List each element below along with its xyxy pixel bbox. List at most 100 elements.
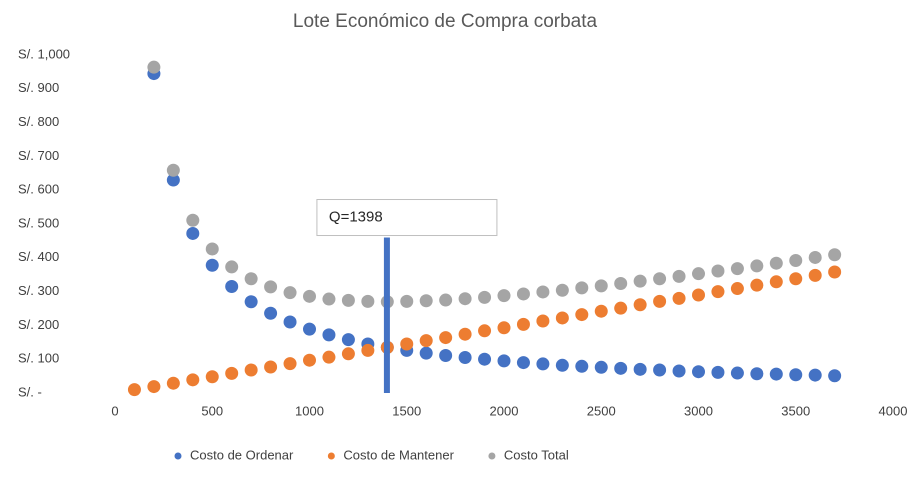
point (497, 289, 511, 303)
point (653, 272, 667, 286)
x-tick-label: 0 (111, 403, 118, 418)
point (828, 265, 842, 279)
point (692, 267, 705, 281)
y-tick-label: S/. - (18, 384, 42, 399)
point (283, 286, 297, 300)
point (166, 173, 180, 187)
point (750, 367, 764, 381)
point (594, 360, 608, 374)
point (711, 264, 725, 278)
point (205, 370, 219, 384)
point (322, 292, 336, 306)
point (244, 295, 258, 309)
point (361, 343, 375, 357)
point (322, 328, 336, 342)
x-tick-label: 1500 (392, 403, 421, 418)
point (166, 376, 180, 390)
point (341, 293, 355, 307)
x-tick-label: 3000 (684, 403, 713, 418)
point (400, 337, 414, 351)
point (692, 288, 705, 302)
point (730, 366, 744, 380)
point (166, 163, 180, 177)
point (147, 380, 161, 394)
legend-marker (174, 452, 182, 460)
legend-label: Costo Total (504, 447, 569, 462)
point (458, 351, 472, 365)
point (711, 285, 725, 299)
y-tick-label: S/. 900 (18, 80, 59, 95)
point (205, 242, 219, 256)
point (711, 365, 725, 379)
point (244, 272, 258, 286)
point (303, 289, 316, 303)
point (555, 283, 569, 297)
point (828, 248, 842, 262)
point (789, 272, 803, 286)
point (730, 262, 744, 276)
point (419, 334, 433, 348)
legend-marker (327, 452, 335, 460)
point (516, 287, 530, 301)
point (264, 306, 278, 320)
point (808, 268, 822, 282)
annotation-text: Q=1398 (329, 208, 383, 225)
point (614, 276, 628, 290)
annotation-line (383, 237, 390, 393)
point (769, 367, 783, 381)
point (400, 294, 414, 308)
y-tick-label: S/. 100 (18, 351, 59, 366)
point (633, 274, 647, 288)
point (614, 361, 628, 375)
point (653, 363, 667, 377)
y-tick-label: S/. 500 (18, 215, 59, 230)
point (205, 258, 219, 272)
point (419, 346, 433, 360)
point (244, 363, 258, 377)
point (341, 347, 355, 361)
y-tick-label: S/. 800 (18, 114, 59, 129)
point (341, 333, 355, 347)
point (575, 281, 589, 295)
point (225, 366, 239, 380)
y-tick-label: S/. 300 (18, 283, 59, 298)
point (536, 285, 550, 299)
point (594, 304, 608, 318)
y-tick-label: S/. 200 (18, 317, 59, 332)
x-tick-label: 4000 (879, 403, 908, 418)
point (692, 365, 705, 379)
annotation-box (316, 199, 498, 237)
x-tick-label: 3500 (781, 403, 810, 418)
y-tick-label: S/. 400 (18, 249, 59, 264)
x-tick-label: 2000 (490, 403, 519, 418)
point (672, 291, 686, 305)
y-tick-label: S/. 1,000 (18, 46, 70, 61)
point (478, 352, 492, 366)
point (225, 260, 239, 274)
point (730, 282, 744, 296)
point (186, 373, 200, 387)
point (808, 368, 822, 382)
x-tick-label: 1000 (295, 403, 324, 418)
y-tick-label: S/. 700 (18, 148, 59, 163)
point (303, 353, 316, 367)
point (283, 357, 297, 371)
legend-marker (488, 452, 496, 460)
point (575, 359, 589, 373)
point (322, 350, 336, 364)
point (516, 317, 530, 331)
legend-label: Costo de Ordenar (190, 447, 294, 462)
y-tick-label: S/. 600 (18, 182, 59, 197)
point (750, 259, 764, 273)
point (594, 279, 608, 293)
point (419, 294, 433, 308)
legend-label: Costo de Mantener (343, 447, 454, 462)
point (555, 311, 569, 325)
chart-title: Lote Económico de Compra corbata (293, 11, 598, 32)
point (633, 362, 647, 376)
point (769, 256, 783, 270)
point (653, 294, 667, 308)
point (439, 348, 453, 362)
